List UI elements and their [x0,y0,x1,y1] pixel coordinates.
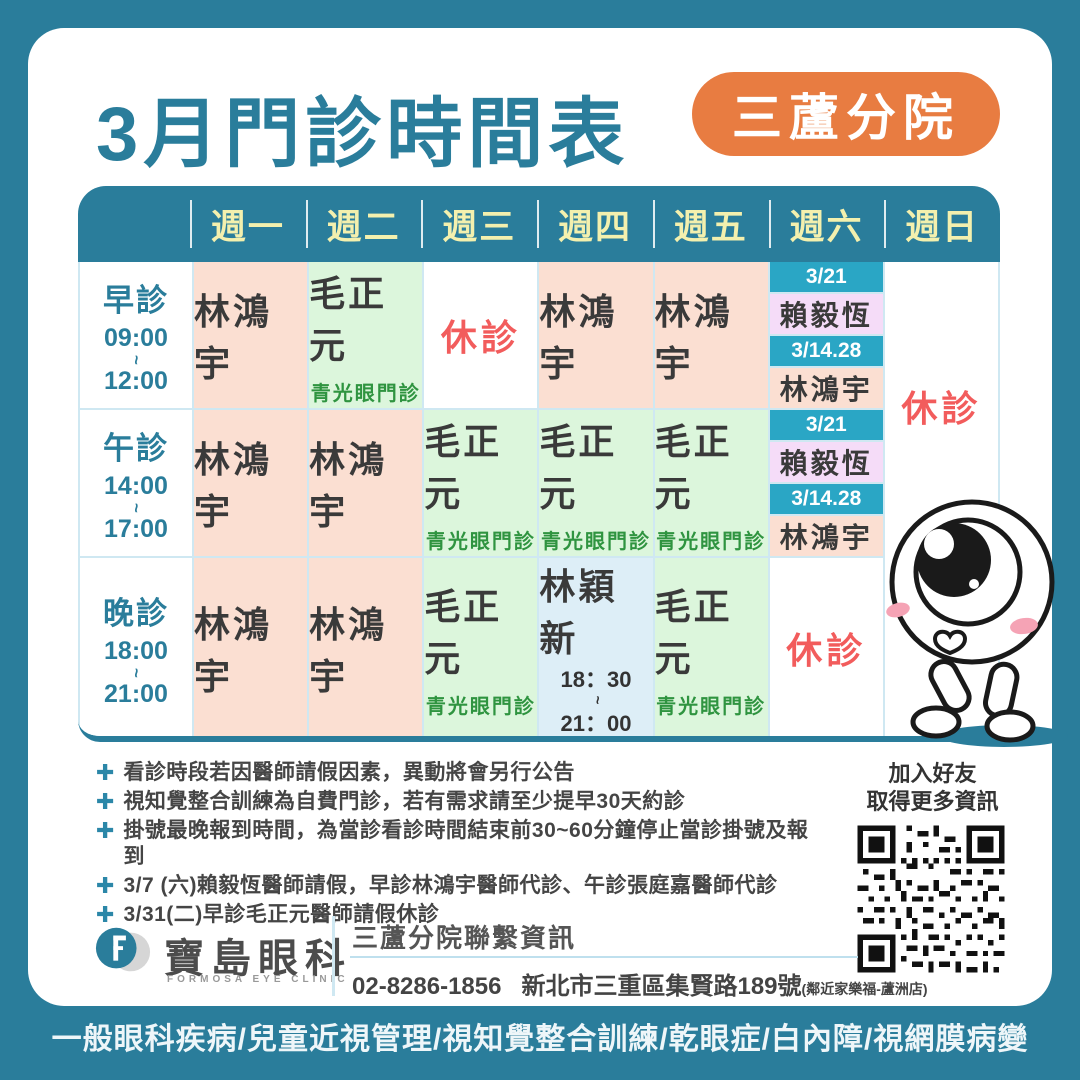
note-item: ✚ 看診時段若因醫師請假因素，異動將會另行公告 [96,760,575,785]
cell-afternoon-mon: 林鴻宇 [194,410,308,556]
table-header-row: 週一 週二 週三 週四 週五 週六 週日 [78,186,1000,262]
contact-info: 02-8286-1856 新北市三重區集賢路189號(鄰近家樂福-蘆洲店) [352,966,928,1001]
day-header-mon: 週一 [190,186,306,262]
brand-subtitle: FORMOSA EYE CLINIC [167,974,349,985]
cell-evening-tue: 林鴻宇 [309,558,423,736]
cell-morning-mon: 林鴻宇 [194,262,308,408]
table-body: 早診 09:00 ~ 12:00 林鴻宇 毛正元 青光眼門診 休診 林鴻宇 林鴻… [78,262,1000,736]
session-label-morning: 早診 09:00 ~ 12:00 [80,262,192,408]
horizontal-divider [350,956,858,958]
date-band: 3/14.28 [769,336,883,366]
cell-morning-fri: 林鴻宇 [654,262,768,408]
day-header-sat: 週六 [768,186,885,262]
session-label-evening: 晚診 18:00 ~ 21:00 [80,558,192,736]
plus-icon: ✚ [96,818,115,843]
qr-caption: 加入好友 取得更多資訊 [866,761,999,814]
date-band: 3/21 [769,410,883,440]
address-note: (鄰近家樂福-蘆洲店) [801,981,928,997]
plus-icon: ✚ [96,760,115,785]
plus-icon: ✚ [96,789,115,814]
cell-afternoon-fri: 毛正元 青光眼門診 [654,410,768,556]
cell-evening-mon: 林鴻宇 [194,558,308,736]
brand-name: 寶島眼科 [164,937,352,981]
logo-eye-icon [95,927,151,972]
day-header-thu: 週四 [537,186,653,262]
day-header-sun: 週日 [884,186,1000,262]
cell-afternoon-wed: 毛正元 青光眼門診 [424,410,538,556]
plus-icon: ✚ [96,873,115,898]
branch-badge: 三蘆分院 [692,72,1000,156]
qr-code-image [852,820,1010,978]
cell-evening-wed: 毛正元 青光眼門診 [424,558,538,736]
note-item: ✚ 掛號最晚報到時間，為當診看診時間結束前30~60分鐘停止當診掛號及報到 [96,818,809,868]
session-label-afternoon: 午診 14:00 ~ 17:00 [80,410,192,556]
services-tagline: 一般眼科疾病/兒童近視管理/視知覺整合訓練/乾眼症/白內障/視網膜病變 [51,1023,1029,1056]
phone-number: 02-8286-1856 [352,973,502,1000]
cell-morning-sat: 3/21 賴毅恆 3/14.28 林鴻宇 [769,262,883,408]
cell-morning-thu: 林鴻宇 [539,262,653,408]
page-title: 3月門診時間表 [96,92,630,177]
schedule-table: 週一 週二 週三 週四 週五 週六 週日 早診 09:00 ~ 12:00 林鴻… [78,186,1000,742]
cell-morning-wed: 休診 [424,262,538,408]
day-header-wed: 週三 [421,186,537,262]
note-item: ✚ 視知覺整合訓練為自費門診，若有需求請至少提早30天約診 [96,789,686,814]
qr-code [852,820,1010,978]
address: 新北市三重區集賢路189號 [521,973,802,1000]
eyeball-character-icon [886,499,1068,747]
notes-list: ✚ 看診時段若因醫師請假因素，異動將會另行公告 ✚ 視知覺整合訓練為自費門診，若… [96,760,826,931]
cell-evening-thu: 林穎新 18：30 ~ 21：00 [539,558,653,736]
cell-morning-tue: 毛正元 青光眼門診 [309,262,423,408]
cell-afternoon-tue: 林鴻宇 [309,410,423,556]
eyeball-mascot [884,494,1070,752]
vertical-divider [332,916,335,996]
cell-evening-fri: 毛正元 青光眼門診 [654,558,768,736]
contact-title: 三蘆分院聯繫資訊 [352,923,577,953]
date-band: 3/21 [769,262,883,292]
plus-icon: ✚ [96,902,115,927]
header-spacer [78,186,190,262]
cell-afternoon-thu: 毛正元 青光眼門診 [539,410,653,556]
note-item: ✚ 3/31(二)早診毛正元醫師請假休診 [96,902,440,927]
note-item: ✚ 3/7 (六)賴毅恆醫師請假，早診林鴻宇醫師代診、午診張庭嘉醫師代診 [96,873,778,898]
day-header-fri: 週五 [652,186,769,262]
day-header-tue: 週二 [305,186,422,262]
date-band: 3/14.28 [769,484,883,514]
cell-evening-sat: 休診 [769,558,883,736]
clinic-logo-icon [94,922,152,980]
cell-afternoon-sat: 3/21 賴毅恆 3/14.28 林鴻宇 [769,410,883,556]
